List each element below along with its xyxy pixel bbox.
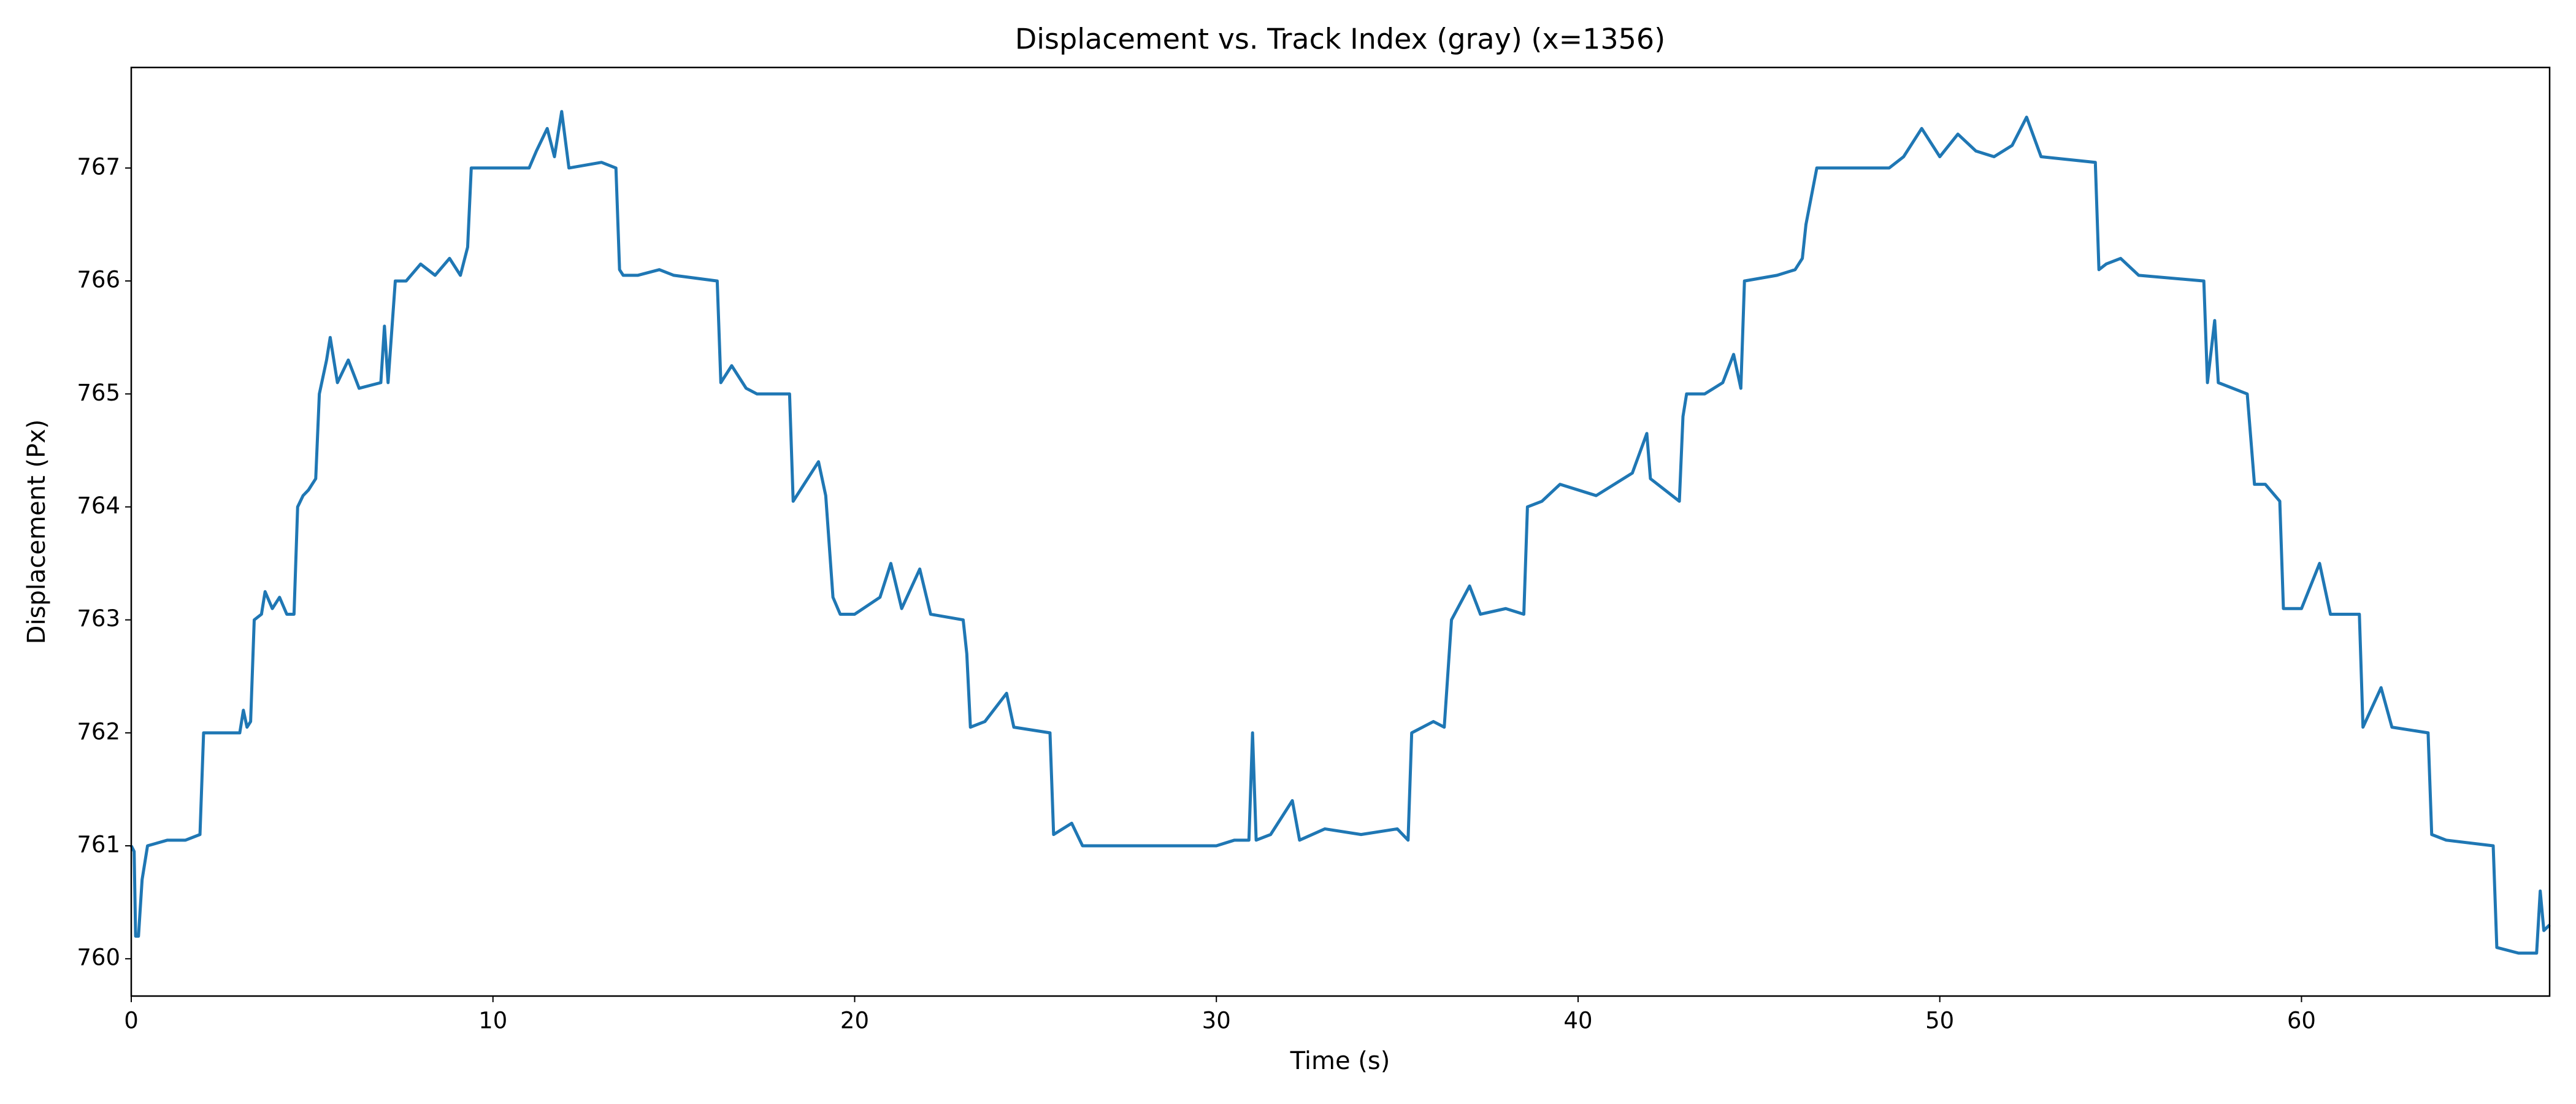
x-tick-label: 60 [2287,1008,2316,1034]
plot-frame [130,66,2551,997]
chart-title: Displacement vs. Track Index (gray) (x=1… [1015,23,1665,56]
y-tick-label: 761 [77,832,120,858]
y-tick-label: 766 [77,267,120,293]
y-tick-label: 762 [77,718,120,745]
y-axis-label: Displacement (Px) [23,420,51,645]
y-tick-label: 767 [77,153,120,180]
x-axis-label: Time (s) [1290,1047,1390,1075]
x-tick-label: 10 [478,1008,507,1034]
x-tick-label: 50 [1925,1008,1954,1034]
y-tick-label: 760 [77,945,120,971]
x-tick-label: 0 [124,1008,139,1034]
y-tick-label: 763 [77,605,120,632]
y-tick-label: 764 [77,493,120,519]
y-tick-label: 765 [77,380,120,406]
x-tick-label: 40 [1563,1008,1592,1034]
x-tick-label: 20 [840,1008,869,1034]
data-line [129,110,2551,955]
x-tick-label: 30 [1202,1008,1231,1034]
